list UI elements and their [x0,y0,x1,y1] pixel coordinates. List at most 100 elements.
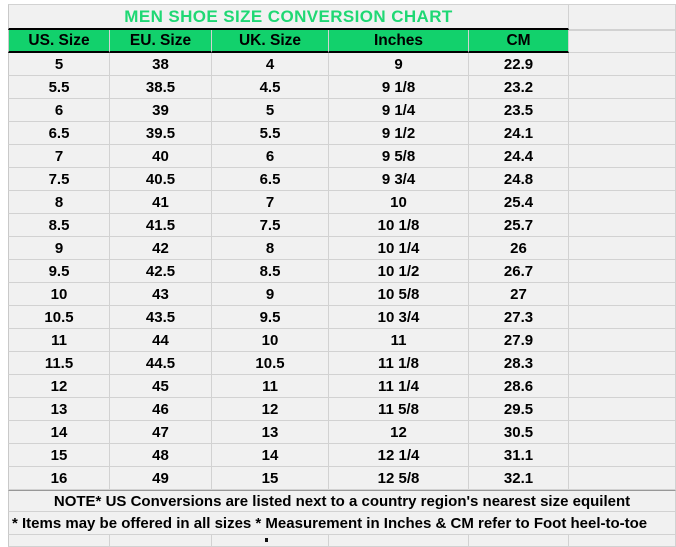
cell-us-size: 10.5 [8,306,110,329]
cell-inches: 9 1/2 [329,122,469,145]
cell-eu-size: 44.5 [110,352,212,375]
cell-uk-size: 15 [212,467,329,490]
cell-inches: 10 1/8 [329,214,469,237]
empty-cell [569,145,676,168]
cell-uk-size: 13 [212,421,329,444]
empty-cell [569,352,676,375]
cell-inches: 12 5/8 [329,467,469,490]
shoe-size-conversion-table: MEN SHOE SIZE CONVERSION CHART US. Size … [8,4,676,547]
cell-eu-size: 41.5 [110,214,212,237]
cell-eu-size: 38 [110,53,212,76]
cell-cm: 32.1 [469,467,569,490]
table-row: 10 43 9 10 5/8 27 [8,283,676,306]
cell-cm: 30.5 [469,421,569,444]
table-row: 5.5 38.5 4.5 9 1/8 23.2 [8,76,676,99]
cell-cm: 29.5 [469,398,569,421]
cell-uk-size: 7.5 [212,214,329,237]
cell-inches: 12 1/4 [329,444,469,467]
cell-inches: 9 [329,53,469,76]
cell-inches: 10 [329,191,469,214]
table-row: 6.5 39.5 5.5 9 1/2 24.1 [8,122,676,145]
empty-cell [569,122,676,145]
cell-inches: 11 5/8 [329,398,469,421]
cell-uk-size: 5 [212,99,329,122]
cell-inches: 12 [329,421,469,444]
cell-eu-size: 42.5 [110,260,212,283]
empty-cell [569,4,676,30]
empty-cell [569,375,676,398]
cell-uk-size: 9.5 [212,306,329,329]
cell-uk-size: 11 [212,375,329,398]
cell-cm: 31.1 [469,444,569,467]
cell-us-size: 16 [8,467,110,490]
cell-us-size: 13 [8,398,110,421]
cell-cm: 26 [469,237,569,260]
cell-us-size: 6 [8,99,110,122]
empty-cell [329,535,469,547]
cell-uk-size: 6 [212,145,329,168]
cell-cm: 28.6 [469,375,569,398]
cell-eu-size: 42 [110,237,212,260]
cell-us-size: 12 [8,375,110,398]
cell-inches: 11 [329,329,469,352]
note-text: NOTE* US Conversions are listed next to … [8,490,676,512]
cell-us-size: 15 [8,444,110,467]
cell-eu-size: 39 [110,99,212,122]
empty-cell [569,444,676,467]
empty-cell [569,76,676,99]
note-row: NOTE* US Conversions are listed next to … [8,490,676,512]
cell-us-size: 14 [8,421,110,444]
table-row: 8 41 7 10 25.4 [8,191,676,214]
empty-cell [569,168,676,191]
clipped-text-fragment [265,538,268,542]
table-row: 9.5 42.5 8.5 10 1/2 26.7 [8,260,676,283]
table-row: 7 40 6 9 5/8 24.4 [8,145,676,168]
cell-cm: 23.2 [469,76,569,99]
table-row: 15 48 14 12 1/4 31.1 [8,444,676,467]
empty-cell [569,283,676,306]
note2-row: * Items may be offered in all sizes * Me… [8,512,676,535]
cell-uk-size: 4 [212,53,329,76]
empty-cell [569,535,676,547]
cell-us-size: 5 [8,53,110,76]
empty-cell [569,53,676,76]
cell-uk-size: 8.5 [212,260,329,283]
column-header-uk-size: UK. Size [212,30,329,53]
table-row: 11.5 44.5 10.5 11 1/8 28.3 [8,352,676,375]
cell-us-size: 11.5 [8,352,110,375]
cell-inches: 11 1/4 [329,375,469,398]
empty-cell [569,306,676,329]
empty-cell [110,535,212,547]
cell-eu-size: 43 [110,283,212,306]
empty-cell [469,535,569,547]
cell-us-size: 7.5 [8,168,110,191]
cell-cm: 27.9 [469,329,569,352]
table-row: 13 46 12 11 5/8 29.5 [8,398,676,421]
cell-eu-size: 47 [110,421,212,444]
cell-us-size: 11 [8,329,110,352]
cell-inches: 10 5/8 [329,283,469,306]
cell-eu-size: 39.5 [110,122,212,145]
cell-eu-size: 40 [110,145,212,168]
cell-uk-size: 4.5 [212,76,329,99]
table-row: 11 44 10 11 27.9 [8,329,676,352]
cell-inches: 9 1/4 [329,99,469,122]
cell-eu-size: 38.5 [110,76,212,99]
table-row: 12 45 11 11 1/4 28.6 [8,375,676,398]
cell-cm: 28.3 [469,352,569,375]
cell-cm: 22.9 [469,53,569,76]
column-header-us-size: US. Size [8,30,110,53]
table-row: 9 42 8 10 1/4 26 [8,237,676,260]
cell-us-size: 10 [8,283,110,306]
cell-uk-size: 10 [212,329,329,352]
empty-cell [212,535,329,547]
cell-us-size: 8.5 [8,214,110,237]
cell-uk-size: 14 [212,444,329,467]
cell-uk-size: 5.5 [212,122,329,145]
header-row: US. Size EU. Size UK. Size Inches CM [8,30,676,53]
cell-eu-size: 43.5 [110,306,212,329]
cell-cm: 27.3 [469,306,569,329]
chart-title: MEN SHOE SIZE CONVERSION CHART [8,4,569,30]
empty-cell [569,329,676,352]
empty-cell [569,214,676,237]
